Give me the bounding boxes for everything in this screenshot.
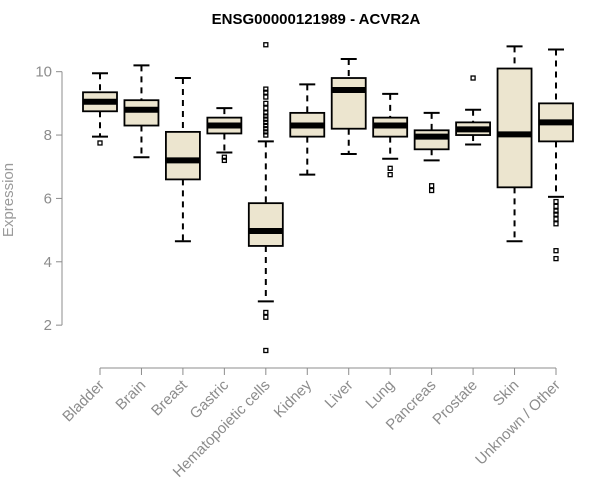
outlier-point [263, 110, 269, 116]
box-lung [372, 92, 409, 178]
outlier-point [263, 122, 269, 129]
x-tick-label: Prostate [429, 377, 481, 429]
outlier-point [263, 132, 269, 138]
outlier-point [263, 126, 269, 132]
outlier-point [263, 86, 269, 92]
outlier-point [263, 347, 269, 354]
y-tick-label: 2 [44, 317, 52, 334]
box-kidney [289, 83, 326, 176]
x-tick-label: Skin [490, 377, 523, 410]
box-unknown-other [538, 48, 574, 262]
chart-title: ENSG00000121989 - ACVR2A [212, 11, 421, 28]
box-bladder [82, 72, 118, 146]
box-prostate [455, 75, 491, 146]
iqr-box [330, 77, 367, 130]
y-axis: 2 4 6 8 10 [35, 64, 63, 334]
box-liver [330, 58, 367, 156]
outlier-point [553, 208, 559, 214]
outlier-point [553, 216, 559, 222]
box-breast [165, 77, 201, 243]
iqr-box [247, 202, 284, 247]
iqr-box [123, 99, 160, 127]
outlier-point [263, 105, 269, 111]
outlier-point [263, 94, 269, 100]
y-tick-label: 4 [44, 254, 52, 271]
box-hematopoietic-cells [247, 42, 284, 354]
outlier-point [263, 89, 269, 95]
box-gastric [206, 107, 243, 164]
outlier-point [553, 198, 559, 205]
outlier-point [263, 42, 269, 48]
outlier-point [428, 183, 435, 189]
outlier-point [263, 113, 269, 119]
iqr-box [165, 130, 201, 181]
outlier-point [263, 100, 269, 107]
box-pancreas [413, 111, 450, 194]
outlier-point [553, 203, 559, 209]
outlier-point [221, 154, 228, 160]
box-brain [123, 64, 160, 159]
iqr-box [413, 129, 450, 151]
x-tick-label: Brain [112, 377, 149, 414]
x-tick-label: Breast [148, 376, 191, 419]
outlier-point [553, 221, 559, 227]
x-tick-label: Lung [362, 377, 398, 413]
outlier-point [470, 75, 476, 81]
box-skin [496, 45, 533, 243]
plot-area [82, 42, 574, 354]
outlier-point [221, 157, 228, 164]
outlier-point [97, 140, 103, 146]
outlier-point [263, 129, 269, 135]
outlier-point [387, 165, 393, 171]
outlier-point [428, 187, 435, 194]
outlier-point [387, 172, 393, 178]
outlier-point [263, 119, 269, 126]
outlier-point [553, 248, 559, 254]
iqr-box [496, 67, 533, 189]
y-tick-label: 6 [44, 190, 52, 207]
y-tick-label: 10 [35, 64, 52, 81]
outlier-point [263, 309, 269, 316]
x-tick-label: Kidney [271, 376, 316, 421]
x-tick-label: Bladder [59, 377, 108, 426]
y-tick-label: 8 [44, 127, 52, 144]
outlier-point [263, 116, 269, 122]
x-tick-label: Liver [322, 377, 357, 412]
y-axis-label: Expression [0, 163, 17, 237]
outlier-point [263, 314, 269, 320]
outlier-point [553, 255, 559, 262]
outlier-point [553, 211, 559, 217]
